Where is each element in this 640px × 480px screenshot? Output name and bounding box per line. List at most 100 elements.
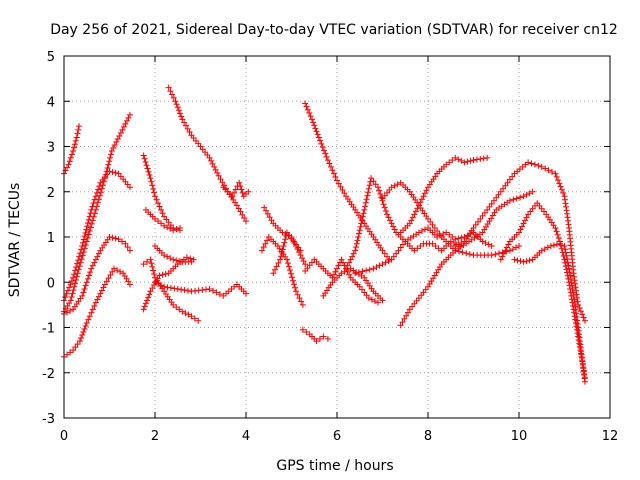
data-point (411, 247, 418, 254)
data-point (140, 306, 147, 313)
data-point (72, 267, 79, 274)
data-point (71, 141, 78, 148)
series-track-h (142, 206, 184, 234)
data-point (313, 338, 320, 345)
data-point (171, 285, 178, 292)
series-track-a (61, 123, 83, 177)
data-point (513, 195, 520, 202)
data-point (88, 220, 95, 227)
data-point (107, 151, 114, 158)
data-point (86, 272, 93, 279)
data-point (565, 221, 572, 228)
data-point (562, 246, 569, 253)
data-point (75, 257, 82, 264)
data-point (479, 238, 486, 245)
series-track-n (258, 234, 306, 308)
data-point (77, 259, 84, 266)
data-point (452, 154, 459, 161)
series-track-k (152, 279, 249, 299)
data-point (327, 163, 334, 170)
data-point (377, 191, 384, 198)
data-point (93, 189, 100, 196)
data-point (142, 300, 149, 307)
data-point (81, 286, 88, 293)
data-point (114, 267, 121, 274)
data-point (323, 153, 330, 160)
data-point (505, 241, 512, 248)
data-point (169, 91, 176, 98)
data-point (258, 247, 265, 254)
data-point (488, 243, 495, 250)
y-axis-label: SDTVAR / TECUs (7, 183, 23, 298)
data-point (84, 275, 91, 282)
data-point (72, 344, 79, 351)
data-point (119, 126, 126, 133)
data-point (324, 157, 331, 164)
data-point (397, 322, 404, 329)
data-point (92, 206, 99, 213)
data-point (382, 259, 389, 266)
data-point (473, 156, 480, 163)
data-point (519, 223, 526, 230)
data-point (391, 226, 398, 233)
data-point (290, 277, 297, 284)
data-point (458, 240, 465, 247)
data-point (286, 267, 293, 274)
data-point (306, 110, 313, 117)
data-point (243, 290, 249, 297)
data-point (239, 189, 246, 196)
data-point (388, 184, 395, 191)
data-point (459, 249, 466, 256)
data-point (563, 266, 570, 273)
series-track-aa (497, 200, 588, 381)
data-point (103, 278, 110, 285)
data-point (195, 317, 202, 324)
data-point (420, 193, 427, 200)
data-point (563, 207, 570, 214)
data-point (173, 304, 180, 311)
data-point (162, 270, 169, 277)
data-point (91, 303, 98, 310)
data-point (399, 319, 406, 326)
data-point (149, 285, 156, 292)
data-point (381, 250, 388, 257)
data-point (73, 264, 80, 271)
data-point (277, 253, 284, 260)
series-track-q (299, 326, 331, 345)
data-point (577, 308, 584, 315)
data-point (94, 199, 101, 206)
y-tick-label: -1 (42, 322, 55, 337)
data-point (573, 313, 580, 320)
data-point (408, 217, 415, 224)
data-point (279, 246, 286, 253)
data-point (492, 251, 499, 258)
data-point (564, 210, 571, 217)
data-point (68, 151, 75, 158)
data-point (101, 281, 108, 288)
data-point (275, 260, 282, 267)
data-point (310, 119, 317, 126)
data-point (101, 175, 108, 182)
data-point (520, 220, 527, 227)
data-point (355, 230, 362, 237)
data-point (266, 214, 273, 221)
data-point (182, 310, 189, 317)
data-point (397, 244, 404, 251)
data-point (308, 116, 315, 123)
data-point (555, 235, 562, 242)
data-point (431, 224, 438, 231)
data-point (376, 187, 383, 194)
data-point (76, 123, 83, 130)
data-point (318, 140, 325, 147)
data-point (332, 174, 339, 181)
series-track-ab (511, 240, 588, 385)
data-point (147, 288, 154, 295)
data-point (409, 214, 416, 221)
data-point (503, 244, 510, 251)
data-point (146, 171, 153, 178)
data-point (183, 254, 190, 261)
data-point (307, 113, 314, 120)
data-point (299, 326, 306, 333)
data-point (176, 258, 183, 265)
data-point (283, 256, 290, 263)
